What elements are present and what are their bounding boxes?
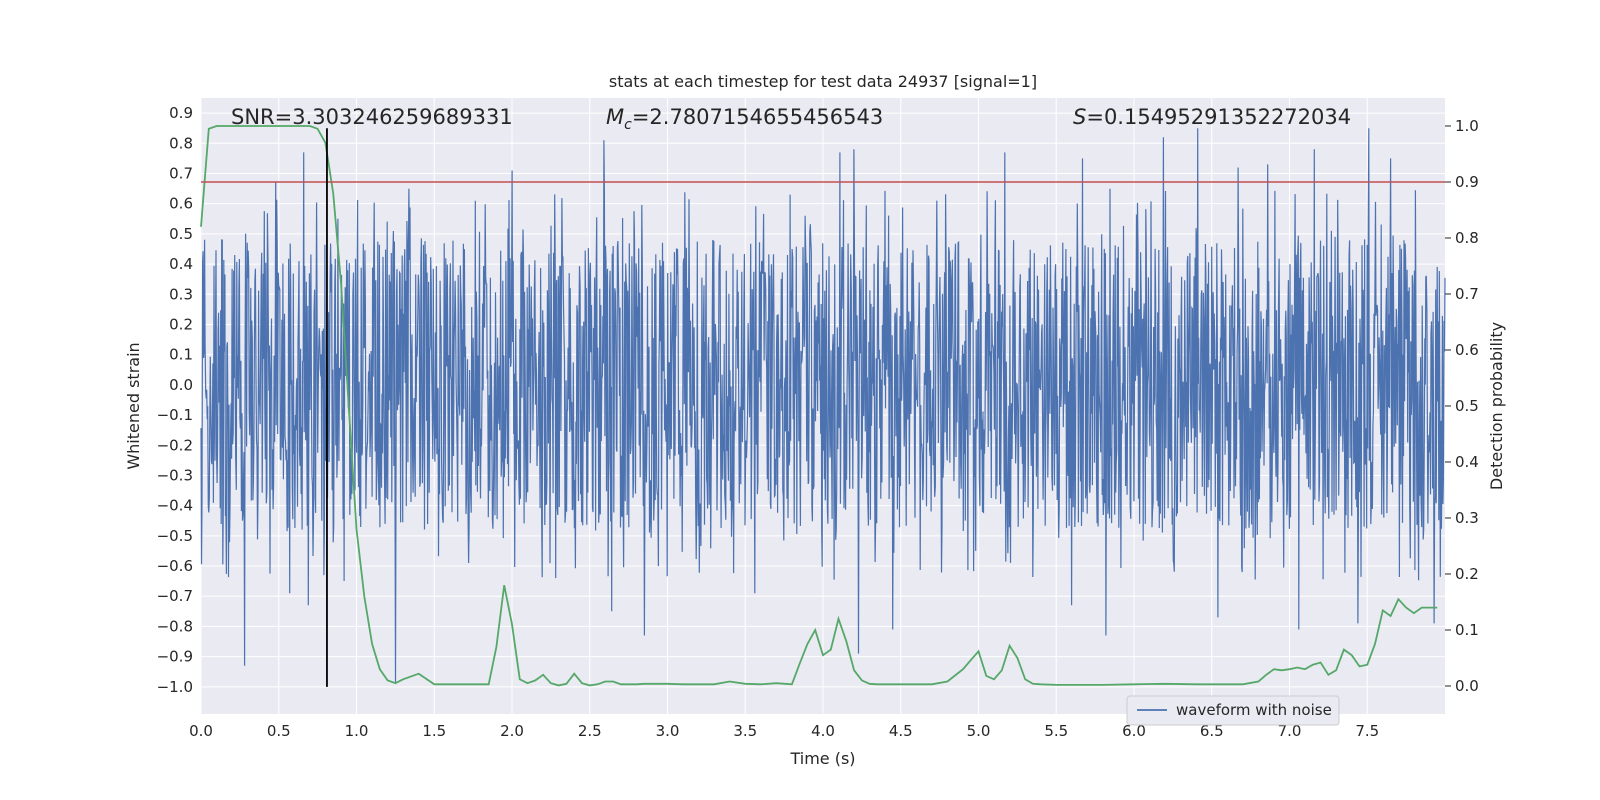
y-tick-label-left: −1.0 xyxy=(157,678,193,696)
x-tick-label: 2.0 xyxy=(500,722,524,740)
y-tick-label-right: 0.6 xyxy=(1455,341,1479,359)
y-tick-label-right: 0.4 xyxy=(1455,453,1479,471)
y-tick-label-left: 0.8 xyxy=(169,134,193,152)
y-tick-label-right: 0.2 xyxy=(1455,565,1479,583)
y-tick-label-right: 0.9 xyxy=(1455,173,1479,191)
x-tick-label: 7.5 xyxy=(1355,722,1379,740)
waveform-line xyxy=(200,128,1446,684)
x-tick-label: 3.0 xyxy=(656,722,680,740)
x-tick-label: 1.5 xyxy=(422,722,446,740)
x-tick-label: 3.5 xyxy=(733,722,757,740)
y-tick-label-right: 0.0 xyxy=(1455,677,1479,695)
y-tick-label-left: 0.4 xyxy=(169,255,193,273)
s-value: =0.15495291352272034 xyxy=(1086,105,1351,129)
y-tick-label-left: −0.4 xyxy=(157,497,193,515)
x-tick-label: 1.0 xyxy=(345,722,369,740)
y-tick-label-left: 0.7 xyxy=(169,164,193,182)
y-tick-label-left: −0.1 xyxy=(157,406,193,424)
y-tick-label-right: 1.0 xyxy=(1455,117,1479,135)
x-tick-label: 6.0 xyxy=(1122,722,1146,740)
x-tick-label: 2.5 xyxy=(578,722,602,740)
x-axis-label: Time (s) xyxy=(789,749,855,768)
chirp-mass-symbol: M xyxy=(606,105,624,129)
x-tick-label: 4.5 xyxy=(889,722,913,740)
waveform-series xyxy=(200,128,1446,684)
y-tick-label-left: −0.7 xyxy=(157,587,193,605)
legend-label: waveform with noise xyxy=(1176,701,1332,719)
y-axis-label-left: Whitened strain xyxy=(124,342,143,469)
y-tick-label-left: 0.2 xyxy=(169,315,193,333)
y-tick-label-left: 0.3 xyxy=(169,285,193,303)
snr-annotation: SNR=3.303246259689331 xyxy=(231,105,513,129)
y-tick-label-left: −0.6 xyxy=(157,557,193,575)
y-tick-label-left: 0.9 xyxy=(169,104,193,122)
legend: waveform with noise xyxy=(1126,695,1340,726)
y-tick-label-left: 0.1 xyxy=(169,346,193,364)
s-symbol: S xyxy=(1073,105,1086,129)
chart-title: stats at each timestep for test data 249… xyxy=(609,72,1037,91)
chirp-mass-value: =2.7807154655456543 xyxy=(632,105,883,129)
probability-series xyxy=(200,125,1438,687)
y-tick-label-left: 0.5 xyxy=(169,225,193,243)
overlays xyxy=(201,128,1445,687)
legend-box xyxy=(1126,695,1340,726)
y-axis-label-right: Detection probability xyxy=(1487,322,1506,490)
y-tick-label-left: −0.9 xyxy=(157,648,193,666)
y-tick-label-left: −0.3 xyxy=(157,466,193,484)
y-tick-label-right: 0.7 xyxy=(1455,285,1479,303)
chirp-mass-subscript: c xyxy=(624,117,632,133)
x-tick-label: 0.0 xyxy=(189,722,213,740)
x-tick-label: 7.0 xyxy=(1278,722,1302,740)
y-tick-label-left: 0.6 xyxy=(169,195,193,213)
chirp-mass-annotation: Mc=2.7807154655456543 xyxy=(606,105,883,133)
y-tick-label-right: 0.5 xyxy=(1455,397,1479,415)
y-tick-label-right: 0.1 xyxy=(1455,621,1479,639)
probability-line xyxy=(200,125,1438,687)
y-tick-label-left: −0.2 xyxy=(157,436,193,454)
x-tick-label: 5.5 xyxy=(1044,722,1068,740)
y-tick-label-left: −0.8 xyxy=(157,617,193,635)
x-tick-label: 0.5 xyxy=(267,722,291,740)
x-tick-label: 5.0 xyxy=(967,722,991,740)
y-tick-label-left: −0.5 xyxy=(157,527,193,545)
s-annotation: S=0.15495291352272034 xyxy=(1073,105,1351,129)
y-tick-label-right: 0.8 xyxy=(1455,229,1479,247)
y-tick-label-right: 0.3 xyxy=(1455,509,1479,527)
x-tick-label: 6.5 xyxy=(1200,722,1224,740)
y-tick-label-left: 0.0 xyxy=(169,376,193,394)
x-tick-label: 4.0 xyxy=(811,722,835,740)
ticks: 0.0 0.5 1.0 1.5 2.0 2.5 3.0 3.5 4.0 4.5 5.0 5.5 6.0 6… xyxy=(157,104,1479,740)
